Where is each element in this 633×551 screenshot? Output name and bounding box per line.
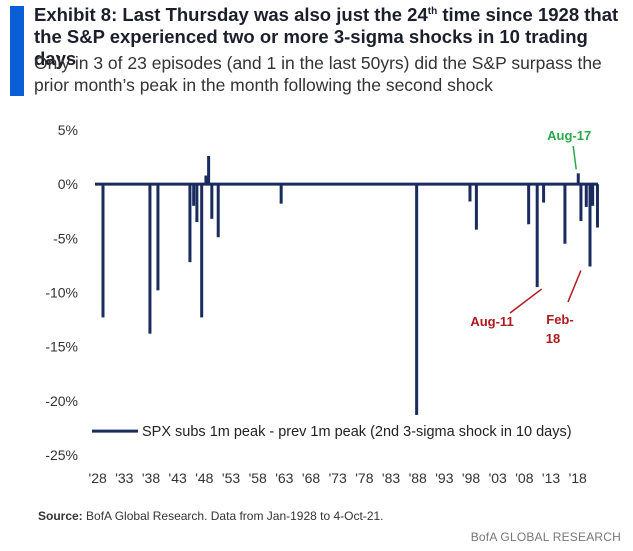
y-tick-label: -10% xyxy=(45,285,78,301)
data-bar xyxy=(148,184,152,334)
data-bar xyxy=(576,173,580,185)
legend-label: SPX subs 1m peak - prev 1m peak (2nd 3-s… xyxy=(142,424,572,440)
x-tick-label: '43 xyxy=(169,470,187,486)
y-tick-label: -20% xyxy=(45,393,78,409)
exhibit-subtitle: Only in 3 of 23 episodes (and 1 in the l… xyxy=(34,53,602,95)
x-tick-label: '33 xyxy=(115,470,133,486)
y-tick-label: 0% xyxy=(58,176,78,192)
x-tick-label: '88 xyxy=(409,470,427,486)
data-bar xyxy=(595,184,599,228)
x-tick-label: '68 xyxy=(302,470,320,486)
brand-footer: BofA GLOBAL RESEARCH xyxy=(470,530,621,544)
y-tick-label: -25% xyxy=(45,447,78,463)
source-note: Source: BofA Global Research. Data from … xyxy=(38,509,384,523)
data-bar xyxy=(584,184,588,207)
x-tick-label: '18 xyxy=(569,470,587,486)
title-suffix: time since 1928 that the S&P experienced… xyxy=(34,4,619,69)
x-tick-label: '08 xyxy=(515,470,533,486)
x-tick-label: '03 xyxy=(489,470,507,486)
data-bar xyxy=(200,184,204,318)
data-bar xyxy=(195,184,199,223)
data-bar xyxy=(188,184,192,263)
annotation-leader xyxy=(509,288,543,314)
data-bar xyxy=(415,184,419,415)
data-bar xyxy=(216,184,220,238)
title-prefix: Exhibit 8: Last Thursday was also just t… xyxy=(34,4,428,25)
annotation-leader xyxy=(572,145,577,170)
y-tick-label: -15% xyxy=(45,339,78,355)
data-bar xyxy=(527,184,531,225)
x-tick-label: '38 xyxy=(142,470,160,486)
accent-bar xyxy=(10,6,24,96)
data-bar xyxy=(588,184,592,267)
data-bar xyxy=(204,175,208,185)
bar-chart: 5% 0% -5% -10% -15% -20% -25% '28 '33 '38 '43 '48 '5… xyxy=(45,122,599,486)
x-tick-label: '53 xyxy=(222,470,240,486)
data-bar xyxy=(535,184,539,288)
source-label: Source: xyxy=(38,509,83,523)
exhibit-title: Exhibit 8: Last Thursday was also just t… xyxy=(34,4,629,70)
x-tick-label: '28 xyxy=(89,470,107,486)
x-tick-label: '78 xyxy=(355,470,373,486)
y-tick-label: -5% xyxy=(53,230,78,246)
data-bar xyxy=(101,184,105,318)
data-bar xyxy=(542,184,546,203)
data-bar xyxy=(563,184,567,244)
title-superscript: th xyxy=(427,5,438,17)
annotation-leader xyxy=(567,270,582,303)
x-tick-label: '98 xyxy=(462,470,480,486)
data-bar xyxy=(210,184,214,219)
data-bar xyxy=(591,184,595,206)
annotation-label-line1: Feb- xyxy=(546,312,573,327)
y-tick-label: 5% xyxy=(58,122,78,138)
data-bar xyxy=(468,184,472,202)
x-tick-label: '48 xyxy=(195,470,213,486)
x-tick-label: '93 xyxy=(435,470,453,486)
x-tick-label: '58 xyxy=(249,470,267,486)
data-bar xyxy=(474,184,478,230)
x-tick-label: '73 xyxy=(329,470,347,486)
x-tick-label: '63 xyxy=(275,470,293,486)
source-text: BofA Global Research. Data from Jan-1928… xyxy=(86,509,384,523)
data-bar xyxy=(192,184,196,206)
data-bar xyxy=(279,184,283,204)
annotation-label: Aug-17 xyxy=(547,128,591,143)
x-tick-label: '83 xyxy=(382,470,400,486)
annotation-label: Aug-11 xyxy=(470,314,513,329)
data-bar xyxy=(207,156,211,185)
x-tick-label: '13 xyxy=(542,470,560,486)
data-bar xyxy=(579,184,583,221)
data-bar xyxy=(156,184,160,291)
annotation-label-line2: 18 xyxy=(546,331,560,346)
